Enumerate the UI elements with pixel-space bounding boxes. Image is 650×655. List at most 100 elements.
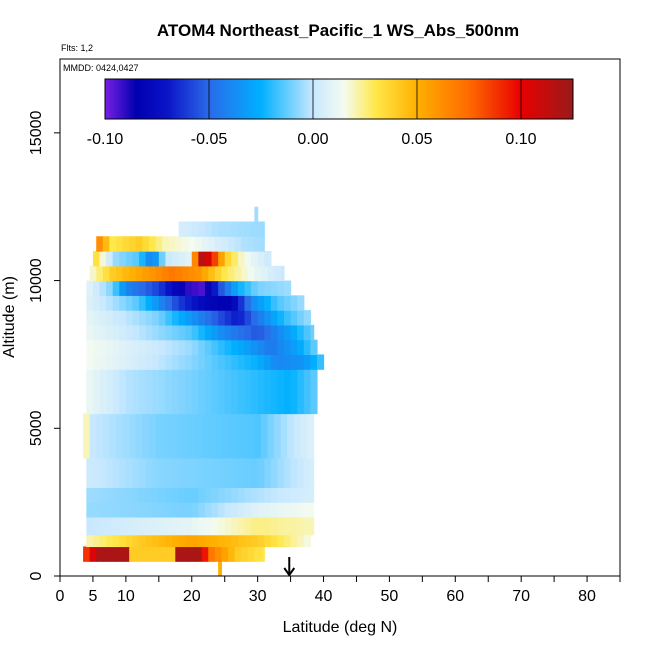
heatmap-cell [172,369,180,415]
heatmap-cell [204,516,213,536]
heatmap-cell [231,516,239,536]
heatmap-cell [109,413,117,459]
heatmap-cell [211,324,219,341]
heatmap-cell [109,236,117,252]
heatmap-cell [185,251,193,267]
heatmap-cell [165,310,173,326]
heatmap-cell [310,324,315,341]
heatmap-cell [83,546,91,562]
heatmap-cell [303,502,311,518]
heatmap-cell [102,265,111,282]
heatmap-cell [284,487,292,503]
heatmap-cell [125,280,134,296]
heatmap-cell [92,339,101,356]
heatmap-cell [234,236,242,252]
heatmap-cell [257,369,265,415]
heatmap-cell [139,339,147,356]
heatmap-cell [280,413,288,459]
heatmap-cell [165,354,173,370]
heatmap-cell [257,221,265,237]
heatmap-cell [267,265,275,282]
heatmap-cell [185,295,193,311]
heatmap-cell [139,295,147,311]
heatmap-cell [172,339,180,356]
heatmap-cell [254,413,262,459]
heatmap-cell [178,221,186,237]
heatmap-cell [310,487,315,503]
heatmap-cell [251,487,259,503]
heatmap-cell [214,265,223,282]
heatmap-cell [303,487,311,503]
heatmap-cell [297,487,305,503]
heatmap-cell [198,534,206,548]
heatmap-cell [135,546,143,562]
heatmap-cell [142,265,150,282]
heatmap-cell [106,280,114,296]
heatmap-cell [224,221,232,237]
heatmap-cell [158,369,167,415]
heatmap-cell [218,295,226,311]
heatmap-cell [122,546,130,562]
heatmap-cell [231,295,239,311]
heatmap-cell [221,546,229,562]
heatmap-cell [310,502,315,518]
heatmap-cell [244,221,252,237]
heatmap-cell [310,354,318,370]
heatmap-cell [112,280,120,296]
heatmap-cell [102,546,111,562]
heatmap-cell [218,561,223,576]
heatmap-cell [135,413,143,459]
heatmap-cell [158,516,167,536]
heatmap-cell [99,487,107,503]
heatmap-cell [204,502,213,518]
heatmap-cell [277,457,285,488]
heatmap-cell [231,354,239,370]
heatmap-cell [191,310,199,326]
heatmap-cell [125,251,134,267]
heatmap-cell [290,354,298,370]
heatmap-cell [99,324,107,341]
heatmap-cell [195,265,203,282]
y-axis-label: Altitude (m) [1,276,18,358]
heatmap-cell [264,534,272,548]
heatmap-cell [152,502,160,518]
heatmap-cell [257,251,265,267]
heatmap-cell [198,516,206,536]
heatmap-cell [132,339,140,356]
heatmap-cell [191,354,199,370]
heatmap-cell [185,280,193,296]
heatmap-cell [152,354,160,370]
heatmap-cell [106,487,114,503]
heatmap-cell [264,502,272,518]
heatmap-cell [178,280,186,296]
heatmap-cell [264,251,272,267]
heatmap-cell [241,236,249,252]
heatmap-cell [165,502,173,518]
x-tick-label: 60 [446,588,464,605]
heatmap-cell [165,280,173,296]
heatmap-cell [204,339,213,356]
heatmap-cell [218,457,226,488]
heatmap-cell [211,280,219,296]
heatmap-cell [310,516,315,536]
heatmap-cell [191,251,199,267]
heatmap-cell [86,502,94,518]
heatmap-cell [158,310,167,326]
heatmap-cell [191,324,199,341]
heatmap-cell [254,265,262,282]
heatmap-cell [185,487,193,503]
heatmap-cell [218,251,226,267]
heatmap-cell [119,310,127,326]
heatmap-cell [204,369,213,415]
heatmap-cell [172,310,180,326]
heatmap-cell [112,369,120,415]
heatmap-cell [112,457,120,488]
heatmap-cell [224,339,232,356]
heatmap-cell [231,487,239,503]
heatmap-cell [251,251,259,267]
heatmap-cell [191,502,199,518]
heatmap-cell [145,310,153,326]
heatmap-cell [211,457,219,488]
heatmap-cell [96,546,104,562]
heatmap-cell [132,354,140,370]
